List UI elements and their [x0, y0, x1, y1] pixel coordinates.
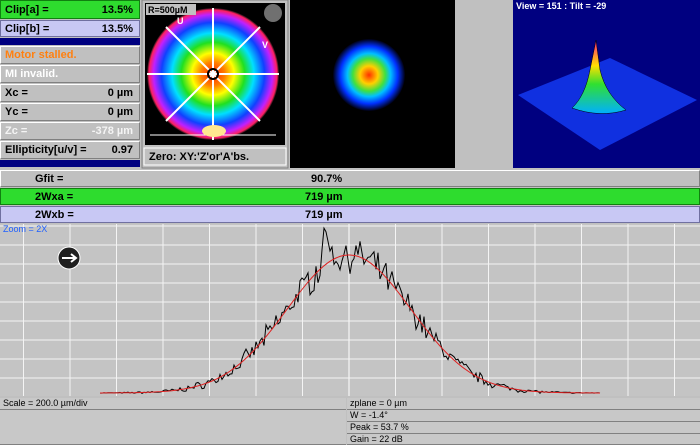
label: Yc =: [5, 106, 28, 118]
gaussian-fit: [100, 254, 600, 394]
scale: Scale = 200.0 µm/div: [0, 398, 346, 410]
message: MI invalid.: [0, 65, 140, 83]
message-text: Motor stalled.: [5, 49, 77, 61]
spot: [202, 125, 226, 137]
clip-b[interactable]: Clip[b] = 13.5%: [0, 20, 140, 37]
xc: Xc = 0 µm: [0, 84, 140, 102]
value: 90.7%: [311, 172, 343, 185]
value: 0 µm: [107, 87, 133, 99]
axis-v: V: [262, 40, 268, 50]
value: 0 µm: [107, 106, 133, 118]
label: 2Wxa =: [35, 190, 74, 203]
label: Gfit =: [35, 172, 64, 185]
beam-blob: [333, 39, 405, 111]
arrow-icon: [62, 253, 78, 263]
measured-profile: [100, 226, 601, 395]
crosshair: [147, 8, 279, 140]
separator: [0, 38, 140, 45]
label: Zc =: [5, 125, 28, 137]
profile-plot: [0, 224, 700, 396]
ellipticity: Ellipticity[u/v] = 0.97: [0, 141, 140, 159]
label: Ellipticity[u/v] =: [5, 144, 87, 156]
radius-label: R=500µM: [148, 5, 187, 15]
info: zplane = 0 µm: [347, 398, 700, 410]
value: -378 µm: [91, 125, 133, 137]
value: 13.5%: [101, 22, 133, 35]
message-text: MI invalid.: [5, 68, 59, 80]
wxa[interactable]: 2Wxa = 719 µm: [0, 188, 700, 205]
wxb[interactable]: 2Wxb = 719 µm: [0, 206, 700, 223]
zero-box: [143, 147, 287, 166]
value: 13.5%: [101, 3, 133, 16]
value: 719 µm: [305, 190, 343, 203]
value: 719 µm: [305, 208, 343, 221]
info: Peak = 53.7 %: [347, 422, 700, 434]
label: 2Wxb =: [35, 208, 74, 221]
radius-box: [146, 4, 196, 15]
zoom-label: Zoom = 2X: [3, 224, 47, 234]
separator: [0, 160, 140, 167]
message: Motor stalled.: [0, 46, 140, 64]
center-marker: [207, 68, 219, 80]
yc: Yc = 0 µm: [0, 103, 140, 121]
label: Clip[a] =: [5, 3, 49, 16]
label: Xc =: [5, 87, 28, 99]
spacer: [455, 0, 513, 168]
info: W = -1.4°: [347, 410, 700, 422]
value: 0.97: [111, 144, 133, 156]
view-label: View = 151 : Tilt = -29: [516, 1, 606, 11]
info: Gain = 22 dB: [347, 434, 700, 445]
map-button[interactable]: [264, 4, 282, 22]
status-blank: [0, 410, 346, 445]
clip-a[interactable]: Clip[a] = 13.5%: [0, 0, 140, 19]
peak-3d: [571, 39, 627, 114]
zc: Zc = -378 µm: [0, 122, 140, 140]
label: Clip[b] =: [5, 22, 50, 35]
zero-mode: Zero: XY:'Z'or'A'bs.: [149, 151, 249, 163]
gfit: Gfit = 90.7%: [0, 170, 700, 187]
axis-u: U: [177, 16, 184, 26]
